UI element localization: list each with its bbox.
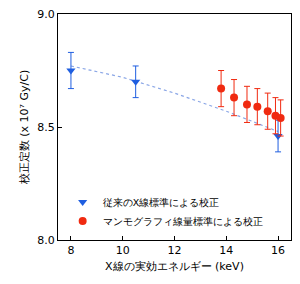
svg-text:12: 12 xyxy=(168,244,182,257)
svg-text:10: 10 xyxy=(116,244,130,257)
svg-text:X線の実効エネルギー (keV): X線の実効エネルギー (keV) xyxy=(105,260,244,273)
svg-text:9.0: 9.0 xyxy=(37,8,55,21)
svg-text:校正定数 (x 10⁷ Gy/C): 校正定数 (x 10⁷ Gy/C) xyxy=(18,70,31,185)
svg-text:14: 14 xyxy=(219,244,233,257)
svg-text:8.5: 8.5 xyxy=(37,121,55,134)
svg-text:従来のX線標準による校正: 従来のX線標準による校正 xyxy=(103,197,220,208)
svg-text:マンモグラフィ線量標準による校正: マンモグラフィ線量標準による校正 xyxy=(103,216,263,227)
svg-text:8.0: 8.0 xyxy=(37,234,55,247)
svg-text:16: 16 xyxy=(271,244,285,257)
svg-text:8: 8 xyxy=(67,244,74,257)
